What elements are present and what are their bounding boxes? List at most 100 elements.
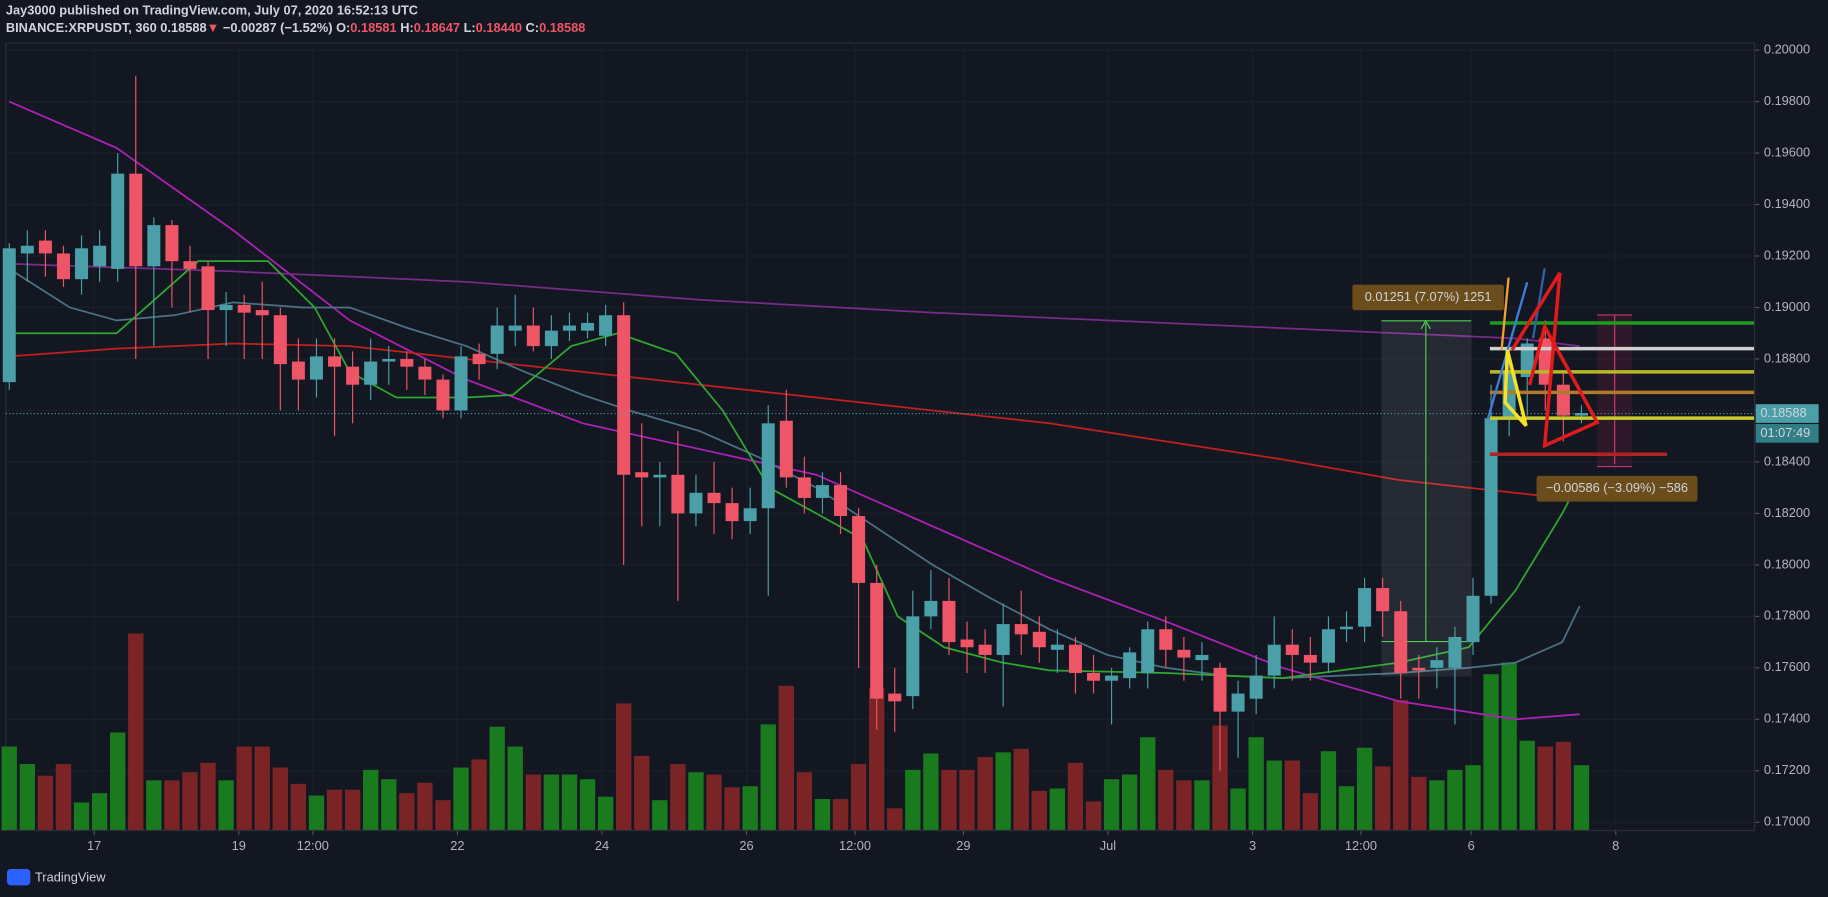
candle-body (20, 245, 34, 254)
candle-body (454, 356, 468, 411)
volume-bar (254, 746, 270, 831)
candle-body (599, 315, 613, 336)
measure-label-box (1536, 475, 1698, 502)
x-tick-label: 12:00 (297, 838, 329, 853)
candle-body (671, 474, 685, 514)
x-tick-label: 17 (87, 838, 101, 853)
arrow: ▼ (207, 21, 220, 36)
candle-body (1466, 595, 1480, 643)
volume-bar (634, 755, 650, 831)
x-tick-label: 19 (232, 838, 246, 853)
candle-body (1520, 343, 1534, 377)
volume-bar (652, 800, 668, 831)
volume-bar (706, 774, 722, 831)
last-price-label: 0.18588 (1760, 405, 1806, 420)
x-tick-label: 12:00 (839, 838, 871, 853)
candle-body (291, 361, 305, 380)
candle-body (581, 322, 595, 331)
volume-bar (959, 769, 975, 831)
low: 0.18440 (476, 21, 522, 36)
measure-arrowhead (1420, 319, 1431, 330)
volume-bar (887, 808, 903, 831)
candle-body (147, 225, 161, 267)
candle-body (1556, 384, 1570, 416)
candle-body (1267, 644, 1281, 676)
x-tick-label: 6 (1468, 838, 1475, 853)
price: 0.18588 (160, 21, 206, 36)
candle-body (75, 248, 89, 280)
candle-body (906, 616, 920, 697)
volume-bar (453, 767, 469, 831)
candle-body (1105, 675, 1119, 681)
measure-label: −0.00586 (−3.09%) −586 (1546, 480, 1688, 495)
candle-body (1231, 693, 1245, 712)
candle-body (418, 366, 432, 380)
y-tick-label: 0.18800 (1764, 350, 1810, 365)
candle-body (978, 644, 992, 655)
volume-bar (272, 767, 288, 831)
candle-body (960, 639, 974, 648)
candle-body (924, 600, 938, 617)
candle-body (544, 330, 558, 347)
volume-bar (579, 779, 596, 831)
candle-body (219, 304, 233, 311)
candle-body (1123, 652, 1137, 679)
volume-bar (832, 799, 849, 831)
candle-body (183, 261, 197, 269)
candle-body (237, 304, 251, 313)
candle-body (472, 353, 486, 365)
y-tick-label: 0.18400 (1764, 453, 1810, 468)
symbol: BINANCE:XRPUSDT, 360 (6, 21, 157, 36)
y-tick-label: 0.17600 (1764, 659, 1810, 674)
triangle-pattern (1510, 272, 1600, 449)
candle-body (797, 477, 811, 498)
volume-bar (146, 780, 162, 831)
volume-bar (1085, 801, 1102, 831)
volume-bar (1537, 746, 1553, 831)
volume-bar (688, 772, 704, 831)
candle-body (129, 173, 143, 267)
candle-body (743, 508, 757, 522)
candle-body (1087, 672, 1101, 681)
volume-bar (778, 685, 794, 831)
countdown: 01:07:49 (1760, 425, 1810, 440)
candle-body (870, 582, 884, 699)
candle-body (1213, 667, 1227, 712)
trend-ray (1531, 268, 1546, 339)
h-label: H: (400, 21, 414, 36)
candle-body (1430, 660, 1444, 668)
candle-body (942, 600, 956, 643)
volume-bar (543, 774, 560, 831)
candle-body (852, 515, 866, 583)
volume-bar (1158, 769, 1174, 831)
x-tick-label: 12:00 (1345, 838, 1377, 853)
volume-bar (1374, 766, 1391, 831)
volume-bar (868, 688, 885, 831)
volume-bar (1320, 751, 1337, 831)
x-tick-label: 3 (1249, 838, 1256, 853)
triangle-pattern (1503, 349, 1528, 427)
x-tick-label: 24 (595, 838, 609, 853)
candle-body (1376, 588, 1390, 612)
y-tick-label: 0.17000 (1764, 814, 1810, 829)
candle-body (273, 315, 287, 365)
candle-body (38, 240, 52, 254)
volume-bar (1447, 769, 1463, 831)
volume-bar (724, 787, 740, 831)
candle-body (653, 474, 667, 478)
change: −0.00287 (−1.52%) (223, 21, 333, 36)
candle-body (328, 356, 342, 367)
volume-bar (507, 746, 523, 831)
volume-bar (218, 780, 234, 831)
candle-body (1050, 644, 1064, 650)
volume-bar (977, 757, 993, 831)
x-tick-label: 8 (1612, 838, 1619, 853)
volume-bar (164, 780, 180, 831)
y-tick-label: 0.19600 (1764, 144, 1810, 159)
candle-body (382, 358, 396, 362)
volume-bar (1266, 760, 1282, 831)
trend-ray (1500, 277, 1510, 351)
volume-bar (399, 793, 415, 831)
volume-bar (742, 786, 758, 831)
